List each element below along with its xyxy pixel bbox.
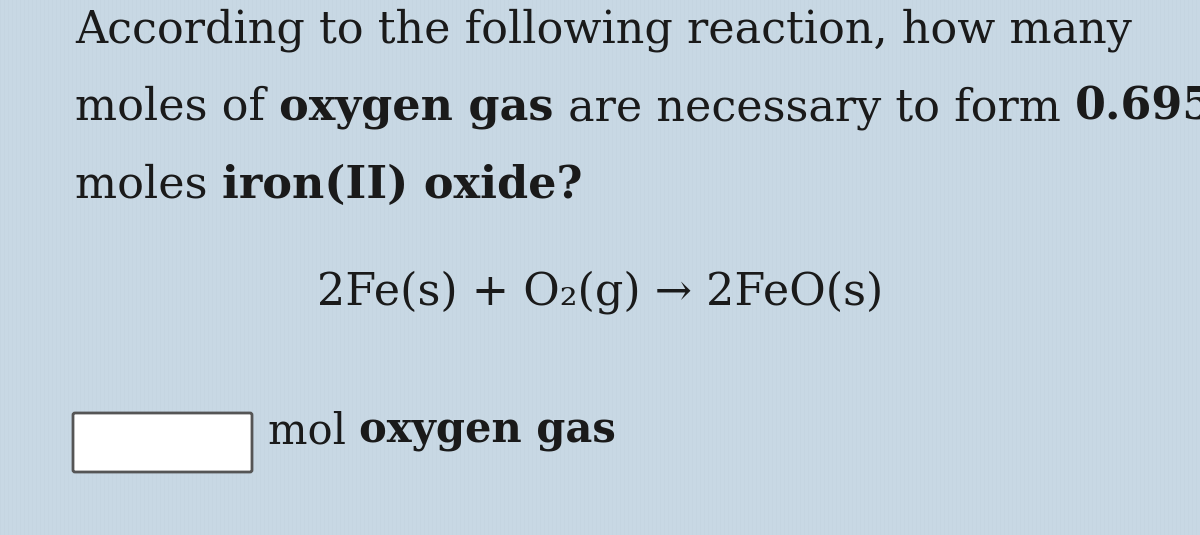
Text: moles of: moles of	[74, 86, 280, 129]
Text: oxygen gas: oxygen gas	[280, 87, 553, 129]
Text: 2Fe(s) + O₂(g) → 2FeO(s): 2Fe(s) + O₂(g) → 2FeO(s)	[317, 271, 883, 315]
Text: moles: moles	[74, 164, 222, 207]
Text: oxygen gas: oxygen gas	[359, 410, 616, 453]
FancyBboxPatch shape	[73, 413, 252, 472]
Text: mol: mol	[268, 410, 359, 452]
Text: iron(II) oxide?: iron(II) oxide?	[222, 164, 582, 207]
Text: According to the following reaction, how many: According to the following reaction, how…	[74, 8, 1132, 51]
Text: are necessary to form: are necessary to form	[553, 86, 1075, 129]
Text: 0.695: 0.695	[1075, 86, 1200, 129]
